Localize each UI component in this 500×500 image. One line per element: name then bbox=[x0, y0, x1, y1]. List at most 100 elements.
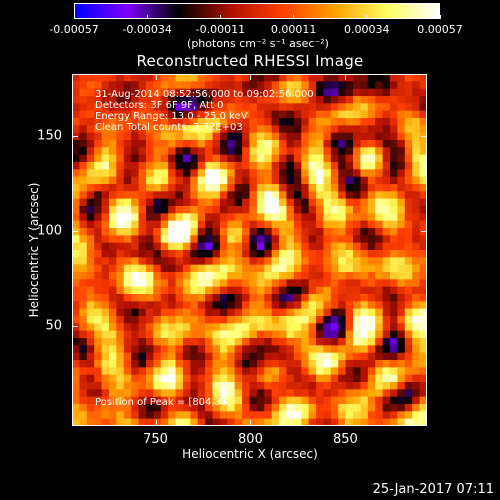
heatmap-cell bbox=[249, 389, 258, 398]
heatmap-cell bbox=[390, 132, 398, 141]
heatmap-cell bbox=[72, 220, 80, 229]
x-tick-mark bbox=[250, 420, 252, 426]
heatmap-cell bbox=[86, 96, 95, 104]
heatmap-cell bbox=[72, 279, 80, 288]
heatmap-cell bbox=[94, 418, 102, 426]
heatmap-cell bbox=[79, 382, 88, 390]
heatmap-cell bbox=[190, 81, 199, 90]
heatmap-cell bbox=[175, 404, 184, 412]
heatmap-cell bbox=[293, 88, 302, 97]
heatmap-cell bbox=[94, 176, 102, 185]
heatmap-cell bbox=[338, 264, 347, 273]
heatmap-cell bbox=[404, 88, 413, 97]
heatmap-cell bbox=[72, 411, 80, 420]
heatmap-cell bbox=[242, 147, 250, 156]
heatmap-cell bbox=[160, 103, 169, 112]
heatmap-cell bbox=[94, 286, 102, 295]
heatmap-cell bbox=[375, 360, 384, 368]
heatmap-cell bbox=[375, 88, 384, 97]
heatmap-cell bbox=[397, 235, 406, 244]
heatmap-cell bbox=[308, 96, 317, 104]
heatmap-cell bbox=[375, 418, 384, 426]
heatmap-cell bbox=[271, 206, 280, 214]
heatmap-cell bbox=[308, 272, 317, 280]
heatmap-cell bbox=[293, 220, 302, 229]
heatmap-cell bbox=[367, 367, 376, 376]
heatmap-cell bbox=[390, 169, 398, 178]
heatmap-cell bbox=[360, 74, 369, 82]
heatmap-cell bbox=[412, 411, 421, 420]
heatmap-cell bbox=[338, 74, 347, 82]
heatmap-cell bbox=[86, 88, 95, 97]
heatmap-cell bbox=[212, 367, 221, 376]
heatmap-cell bbox=[308, 279, 317, 288]
heatmap-cell bbox=[79, 96, 88, 104]
heatmap-cell bbox=[264, 110, 273, 119]
heatmap-cell bbox=[390, 198, 398, 207]
heatmap-cell bbox=[419, 338, 427, 346]
heatmap-cell bbox=[323, 242, 332, 251]
heatmap-cell bbox=[190, 96, 199, 104]
heatmap-cell bbox=[345, 294, 354, 302]
heatmap-cell bbox=[397, 198, 406, 207]
heatmap-cell bbox=[234, 88, 243, 97]
heatmap-cell bbox=[205, 316, 213, 324]
heatmap-cell bbox=[86, 103, 95, 112]
heatmap-cell bbox=[123, 338, 132, 346]
heatmap-cell bbox=[160, 286, 169, 295]
heatmap-cell bbox=[279, 110, 287, 119]
heatmap-cell bbox=[397, 396, 406, 405]
heatmap-cell bbox=[79, 132, 88, 141]
heatmap-cell bbox=[131, 176, 139, 185]
heatmap-cell bbox=[404, 169, 413, 178]
heatmap-cell bbox=[308, 198, 317, 207]
heatmap-cell bbox=[345, 264, 354, 273]
heatmap-cell bbox=[197, 103, 206, 112]
heatmap-cell bbox=[308, 404, 317, 412]
heatmap-cell bbox=[108, 272, 117, 280]
heatmap-cell bbox=[323, 279, 332, 288]
heatmap-cell bbox=[101, 206, 110, 214]
heatmap-cell bbox=[330, 360, 339, 368]
heatmap-cell bbox=[197, 367, 206, 376]
heatmap-cell bbox=[308, 308, 317, 317]
heatmap-cell bbox=[138, 140, 147, 148]
heatmap-cell bbox=[286, 345, 295, 354]
heatmap-cell bbox=[86, 132, 95, 141]
heatmap-cell bbox=[301, 382, 310, 390]
heatmap-cell bbox=[175, 74, 184, 82]
heatmap-cell bbox=[153, 264, 162, 273]
heatmap-cell bbox=[153, 316, 162, 324]
heatmap-cell bbox=[338, 103, 347, 112]
heatmap-cell bbox=[242, 176, 250, 185]
heatmap-cell bbox=[131, 169, 139, 178]
heatmap-cell bbox=[301, 140, 310, 148]
heatmap-cell bbox=[293, 154, 302, 163]
heatmap-cell bbox=[72, 360, 80, 368]
heatmap-cell bbox=[190, 396, 199, 405]
colorbar bbox=[74, 3, 440, 19]
heatmap-cell bbox=[353, 103, 361, 112]
heatmap-cell bbox=[279, 147, 287, 156]
heatmap-cell bbox=[360, 132, 369, 141]
heatmap-cell bbox=[330, 418, 339, 426]
heatmap-cell bbox=[242, 360, 250, 368]
heatmap-cell bbox=[145, 235, 154, 244]
heatmap-cell bbox=[219, 411, 228, 420]
heatmap-cell bbox=[116, 257, 125, 266]
heatmap-cell bbox=[367, 396, 376, 405]
heatmap-cell bbox=[153, 279, 162, 288]
heatmap-cell bbox=[72, 147, 80, 156]
heatmap-cell bbox=[249, 330, 258, 339]
colorbar-tick-label: -0.00057 bbox=[49, 23, 99, 36]
heatmap-cell bbox=[375, 213, 384, 222]
heatmap-cell bbox=[404, 411, 413, 420]
heatmap-cell bbox=[212, 382, 221, 390]
heatmap-cell bbox=[131, 96, 139, 104]
heatmap-cell bbox=[382, 308, 391, 317]
heatmap-cell bbox=[360, 257, 369, 266]
heatmap-cell bbox=[101, 220, 110, 229]
heatmap-cell bbox=[227, 191, 236, 200]
heatmap-cell bbox=[131, 345, 139, 354]
heatmap-cell bbox=[412, 250, 421, 258]
